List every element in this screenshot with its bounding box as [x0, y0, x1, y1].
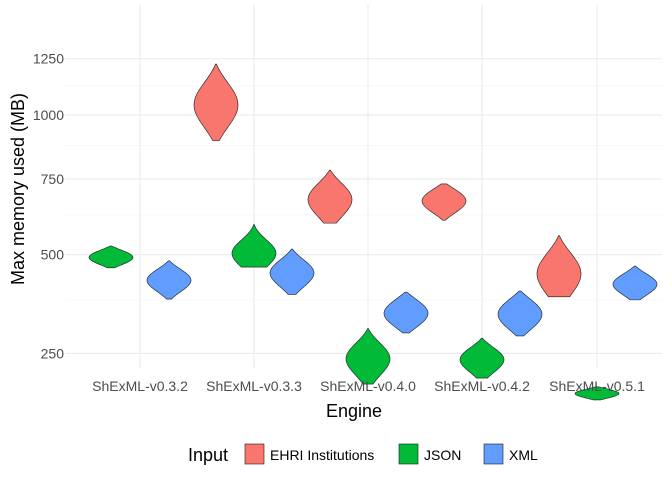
y-tick-label: 500: [41, 247, 65, 263]
violin-xml: [269, 248, 315, 295]
legend-key-json: [398, 443, 419, 465]
violin-json: [459, 337, 505, 379]
violin-ehri-institutions: [421, 183, 467, 221]
y-tick-label: 250: [41, 345, 65, 361]
legend-label: XML: [509, 447, 538, 463]
violin-ehri-institutions: [193, 63, 239, 142]
legend: Input EHRI Institutions JSON XML: [188, 443, 538, 465]
x-tick-label: ShExML-v0.4.0: [320, 378, 416, 394]
grid-lines: [65, 5, 662, 368]
violin-xml: [383, 291, 429, 334]
x-tick-label: ShExML-v0.4.2: [434, 378, 530, 394]
y-tick-label: 1250: [33, 51, 64, 67]
legend-label: EHRI Institutions: [270, 447, 374, 463]
violin-xml: [612, 265, 658, 301]
y-tick-labels: 250 500 750 1000 1250: [33, 51, 64, 362]
legend-label: JSON: [424, 447, 461, 463]
x-tick-labels: ShExML-v0.3.2 ShExML-v0.3.3 ShExML-v0.4.0 S…: [92, 378, 645, 394]
x-tick-label: ShExML-v0.3.3: [206, 378, 302, 394]
violin-xml: [146, 260, 192, 300]
violin-xml: [497, 290, 543, 337]
y-tick-label: 1000: [33, 107, 64, 123]
violin-json: [574, 386, 620, 401]
violin-ehri-institutions: [536, 235, 582, 298]
legend-key-xml: [483, 443, 504, 465]
violin-json: [231, 224, 277, 268]
violin-ehri-institutions: [307, 169, 353, 224]
legend-key-ehri-institutions: [244, 443, 265, 465]
y-axis-title: Max memory used (MB): [8, 93, 28, 285]
legend-title: Input: [188, 445, 228, 465]
violins: [88, 63, 658, 401]
x-axis-title: Engine: [326, 401, 382, 421]
violin-json: [88, 245, 134, 269]
violin-json: [345, 328, 391, 385]
x-tick-label: ShExML-v0.3.2: [92, 378, 188, 394]
y-tick-label: 750: [41, 171, 65, 187]
x-tick-label: ShExML-v0.5.1: [549, 378, 645, 394]
